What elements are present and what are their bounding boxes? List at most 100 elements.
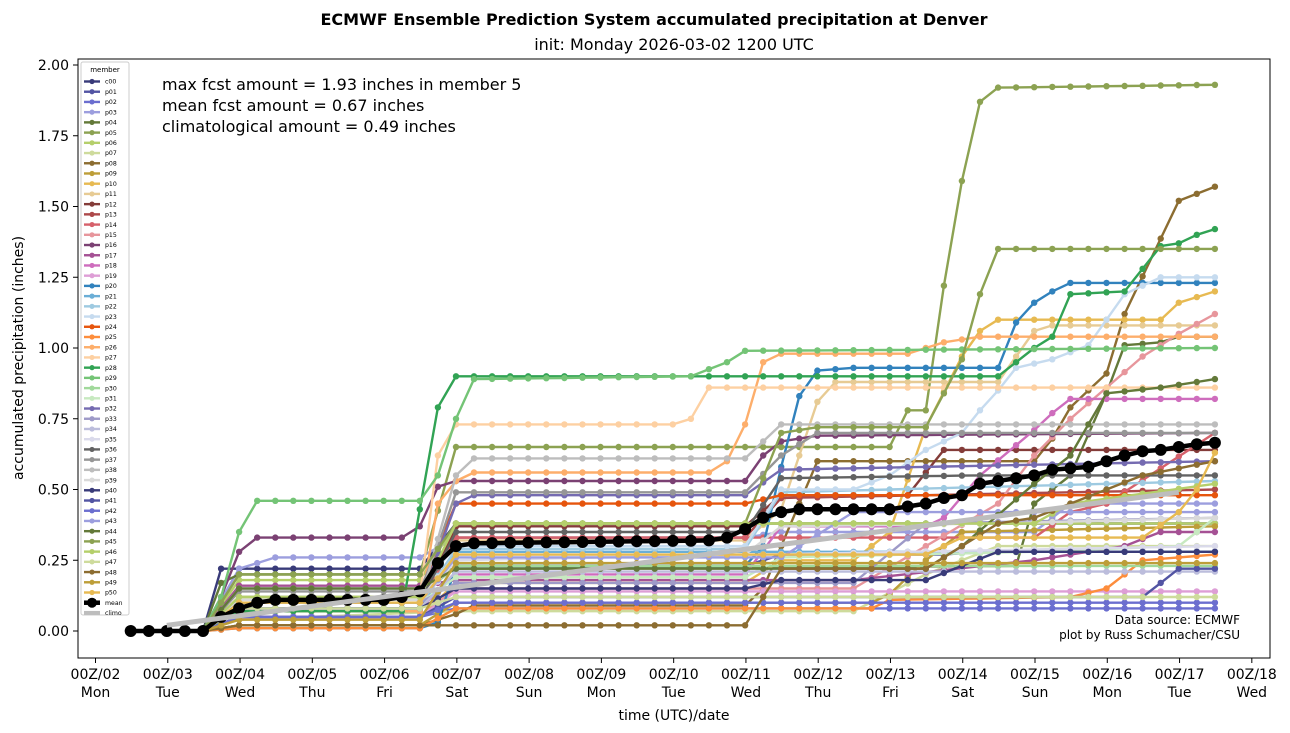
- legend-label: p21: [105, 293, 117, 300]
- data-point-p43: [1085, 508, 1092, 516]
- data-point-p37: [832, 429, 839, 437]
- data-point-p50: [452, 551, 460, 558]
- legend-item-c00: c00: [84, 79, 116, 86]
- legend-item-p42: p42: [84, 508, 117, 515]
- legend-marker: [89, 528, 95, 534]
- data-point-p19: [850, 588, 857, 595]
- data-point-p27: [796, 384, 803, 391]
- data-point-p16: [380, 534, 387, 541]
- data-point-p36: [850, 474, 857, 481]
- data-point-mean: [594, 535, 607, 548]
- data-point-p27: [778, 384, 785, 391]
- data-point-p26: [1175, 333, 1183, 340]
- data-point-p34: [1049, 568, 1056, 575]
- data-point-p35: [976, 547, 984, 554]
- data-point-p36: [507, 528, 514, 536]
- data-point-mean: [919, 497, 932, 510]
- legend-item-p35: p35: [84, 436, 117, 443]
- data-point-p02: [1031, 605, 1038, 612]
- data-point-p14: [796, 534, 803, 541]
- data-point-p36: [958, 472, 966, 479]
- data-point-p03: [235, 565, 243, 572]
- data-point-p02: [1049, 605, 1056, 612]
- data-point-p05: [543, 443, 550, 451]
- data-point-p48: [868, 565, 875, 572]
- data-point-p11: [1157, 322, 1164, 329]
- data-point-p36: [1103, 472, 1110, 479]
- legend-label: p08: [105, 160, 117, 167]
- legend-item-p03: p03: [84, 109, 117, 116]
- data-point-p09: [1012, 527, 1020, 534]
- data-point-p16: [254, 534, 261, 541]
- data-point-p38: [597, 455, 604, 462]
- legend-marker: [89, 508, 95, 514]
- data-point-p47: [543, 593, 550, 601]
- data-point-p50: [1103, 534, 1110, 541]
- data-point-p49: [416, 616, 423, 623]
- data-point-p36: [705, 528, 713, 536]
- data-point-p20: [922, 364, 929, 371]
- data-point-p36: [778, 475, 785, 482]
- data-point-p26: [994, 333, 1002, 340]
- data-point-p20: [868, 364, 875, 371]
- data-point-p48: [796, 565, 803, 572]
- data-point-p20: [796, 392, 803, 400]
- data-point-p18: [1157, 395, 1164, 403]
- data-point-p48: [651, 622, 658, 629]
- data-point-p28: [1121, 288, 1128, 295]
- data-point-p44: [669, 565, 676, 572]
- data-point-p47: [615, 593, 622, 601]
- data-point-p45: [380, 571, 387, 578]
- data-point-p31: [651, 574, 658, 581]
- data-point-p40: [1193, 548, 1201, 555]
- data-point-p19: [1175, 588, 1183, 595]
- data-point-p31: [705, 574, 713, 581]
- data-point-p49: [272, 616, 279, 623]
- data-point-p20: [1193, 279, 1201, 287]
- data-point-p45: [217, 599, 225, 606]
- data-point-c00: [308, 565, 315, 572]
- data-point-p27: [1012, 384, 1020, 391]
- data-point-p36: [615, 528, 622, 536]
- data-point-p37: [778, 452, 785, 459]
- data-point-p37: [452, 489, 460, 496]
- data-point-p49: [886, 559, 893, 567]
- data-point-p37: [579, 489, 586, 496]
- data-point-p34: [1103, 568, 1110, 575]
- data-point-p28: [796, 373, 803, 380]
- data-point-p36: [1193, 472, 1201, 479]
- data-point-p10: [1175, 299, 1183, 306]
- data-point-p28: [452, 373, 460, 380]
- data-point-p48: [1193, 461, 1201, 468]
- data-point-p23: [904, 459, 911, 466]
- legend-label: p20: [105, 283, 117, 290]
- data-point-p48: [362, 622, 369, 629]
- data-point-p48: [470, 622, 478, 629]
- data-point-p37: [814, 429, 821, 437]
- legend-label: p19: [105, 273, 117, 280]
- data-point-p26: [958, 336, 966, 343]
- x-tick-label-day: Wed: [731, 685, 762, 701]
- legend-item-p38: p38: [84, 467, 117, 474]
- data-point-p05: [1175, 82, 1183, 89]
- data-point-p29: [850, 347, 857, 354]
- data-point-p48: [1175, 465, 1183, 472]
- data-point-p39: [1085, 517, 1092, 525]
- data-point-p37: [1031, 429, 1038, 437]
- data-point-p37: [669, 489, 676, 496]
- data-point-p47: [344, 605, 351, 612]
- data-point-p31: [488, 574, 496, 581]
- data-point-p47: [886, 593, 893, 601]
- data-point-p45: [940, 390, 948, 397]
- data-point-p16: [308, 534, 315, 541]
- data-point-p43: [1211, 508, 1219, 516]
- data-point-p15: [940, 532, 948, 539]
- data-point-p40: [1157, 548, 1164, 555]
- data-point-p36: [904, 473, 911, 480]
- data-point-p38: [1139, 421, 1146, 428]
- data-point-p47: [1031, 593, 1038, 601]
- data-point-p22: [922, 485, 929, 492]
- data-point-p25: [687, 605, 695, 612]
- data-point-p44: [1067, 452, 1074, 459]
- data-point-p09: [1085, 525, 1092, 533]
